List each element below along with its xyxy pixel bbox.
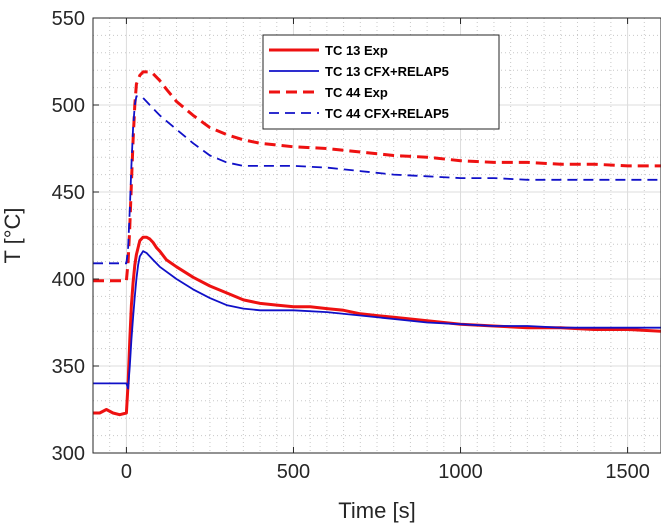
y-axis-label: T [°C] xyxy=(0,207,25,263)
x-axis-label: Time [s] xyxy=(338,498,415,523)
series-line-1 xyxy=(93,235,661,417)
y-tick-label: 300 xyxy=(52,443,85,465)
y-tick-label: 500 xyxy=(52,95,85,117)
series-line-2 xyxy=(93,250,661,390)
y-tick-labels: 300 350 400 450 500 550 xyxy=(52,8,85,465)
legend-label-2: TC 13 CFX+RELAP5 xyxy=(325,64,449,79)
legend-items: TC 13 Exp TC 13 CFX+RELAP5 TC 44 Exp TC 44 … xyxy=(269,43,449,121)
y-tick-label: 400 xyxy=(52,269,85,291)
series-line-4 xyxy=(93,95,661,265)
x-tick-label: 1000 xyxy=(438,461,483,483)
series-line-3 xyxy=(93,70,661,283)
legend-label-3: TC 44 Exp xyxy=(325,85,388,100)
plot-frame xyxy=(92,17,661,454)
x-tick-label: 0 xyxy=(121,461,132,483)
legend: TC 13 Exp TC 13 CFX+RELAP5 TC 44 Exp TC 44 … xyxy=(262,34,500,130)
legend-label-1: TC 13 Exp xyxy=(325,43,388,58)
ticks-layer xyxy=(93,17,629,454)
x-tick-label: 500 xyxy=(277,461,310,483)
y-tick-label: 450 xyxy=(52,182,85,204)
y-tick-label: 350 xyxy=(52,356,85,378)
y-tick-label: 550 xyxy=(52,8,85,30)
series-layer xyxy=(93,70,661,417)
legend-label-4: TC 44 CFX+RELAP5 xyxy=(325,106,449,121)
x-tick-labels: 0 500 1000 1500 xyxy=(121,461,650,483)
x-tick-label: 1500 xyxy=(605,461,650,483)
